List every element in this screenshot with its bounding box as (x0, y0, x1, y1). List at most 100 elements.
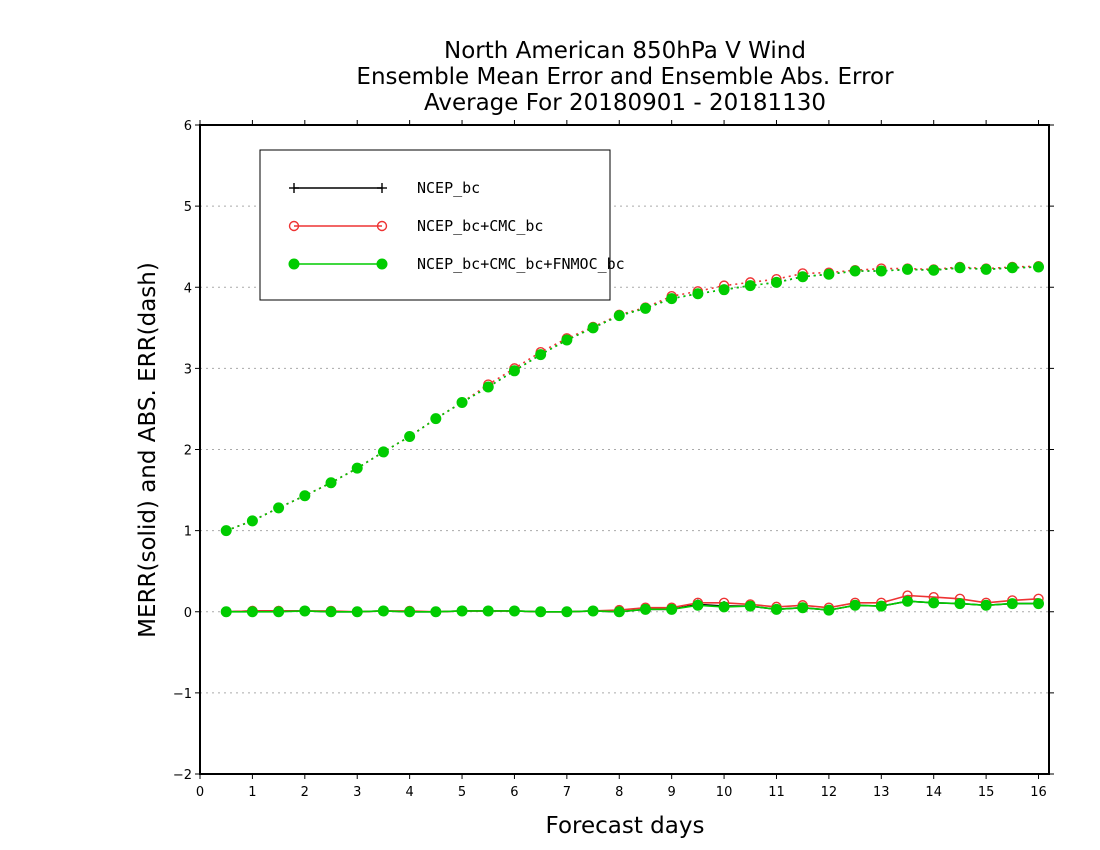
abs-error-point (561, 334, 573, 346)
abs-error-point (508, 365, 520, 377)
y-tick-label: 6 (184, 119, 192, 134)
abs-error-point (770, 276, 782, 288)
y-axis-title: MERR(solid) and ABS. ERR(dash) (135, 262, 161, 638)
legend: NCEP_bc NCEP_bc+CMC_bc NCEP_bc+CMC_bc+FNMO… (259, 149, 625, 301)
mean-error-point (377, 605, 389, 617)
mean-error-point (692, 599, 704, 611)
plot-series (220, 260, 1045, 618)
x-tick-label: 1 (248, 785, 256, 800)
abs-error-point (902, 263, 913, 275)
abs-error-point (823, 268, 835, 280)
plot-frame (199, 124, 1050, 775)
x-tick-label: 2 (301, 785, 309, 800)
x-tick-label: 4 (405, 785, 413, 800)
abs-error-point (246, 515, 258, 527)
x-tick-label: 11 (768, 785, 785, 800)
abs-error-point (404, 431, 416, 443)
mean-error-point (902, 595, 913, 607)
y-tick-label: 4 (184, 281, 192, 296)
abs-error-point (273, 502, 285, 514)
abs-error-point (797, 271, 809, 283)
x-tick-label: 0 (196, 785, 204, 800)
abs-error-point (587, 322, 599, 334)
mean-error-line (226, 600, 1039, 613)
abs-error-point (430, 413, 442, 425)
x-tick-label: 16 (1030, 785, 1047, 800)
legend-marker (288, 220, 300, 232)
legend-marker (377, 183, 387, 193)
abs-error-point (875, 265, 887, 277)
mean-error-point (613, 606, 625, 618)
mean-error-point (797, 602, 809, 614)
legend-marker (376, 258, 388, 270)
legend-box (259, 149, 611, 301)
x-tick-label: 9 (668, 785, 676, 800)
abs-error-point (377, 446, 389, 458)
abs-error-point (718, 284, 730, 296)
mean-error-point (1033, 598, 1045, 610)
abs-error-point (351, 462, 363, 474)
mean-error-point (770, 603, 782, 615)
x-tick-label: 5 (458, 785, 466, 800)
mean-error-point (325, 606, 337, 618)
x-tick-label: 14 (925, 785, 942, 800)
mean-error-point (980, 599, 992, 611)
abs-error-point (325, 477, 337, 489)
mean-error-point (561, 606, 573, 618)
x-tick-label: 3 (353, 785, 361, 800)
series-2 (221, 260, 1044, 617)
mean-error-point (639, 603, 651, 615)
legend-marker (289, 183, 299, 193)
abs-error-point (456, 396, 468, 408)
mean-error-point (351, 606, 363, 618)
x-tick-label: 15 (978, 785, 995, 800)
mean-error-point (220, 606, 232, 618)
y-tick-label: 3 (184, 362, 192, 377)
x-tick-label: 6 (510, 785, 518, 800)
legend-label: NCEP_bc (417, 179, 480, 197)
abs-error-point (744, 280, 756, 292)
mean-error-point (456, 605, 468, 617)
mean-error-point (535, 606, 547, 618)
abs-error-point (849, 265, 861, 277)
mean-error-point (404, 606, 416, 618)
legend-marker (376, 220, 388, 232)
y-tick-label: 0 (184, 606, 192, 621)
y-tick-label: 1 (184, 525, 192, 540)
x-tick-label: 8 (615, 785, 623, 800)
mean-error-point (875, 600, 887, 612)
abs-error-point (299, 490, 311, 502)
abs-error-point (482, 381, 494, 393)
abs-error-point (220, 525, 232, 537)
y-tick-label: 2 (184, 444, 192, 459)
abs-error-point (980, 263, 992, 275)
mean-error-point (430, 606, 442, 618)
abs-error-point (692, 288, 704, 300)
y-tick-label: 5 (184, 200, 192, 215)
y-tick-label: −2 (173, 768, 192, 783)
abs-error-point (1006, 262, 1018, 274)
x-tick-label: 10 (716, 785, 733, 800)
mean-error-line (226, 594, 1039, 613)
chart-title: North American 850hPa V Wind Ensemble Me… (356, 38, 894, 116)
mean-error-point (299, 605, 311, 617)
mean-error-point (273, 606, 285, 618)
x-tick-label: 12 (821, 785, 838, 800)
mean-error-point (508, 605, 520, 617)
legend-label: NCEP_bc+CMC_bc+FNMOC_bc (417, 255, 625, 273)
abs-error-line (225, 265, 1039, 532)
abs-error-point (954, 262, 966, 274)
legend-marker (288, 258, 300, 270)
legend-label: NCEP_bc+CMC_bc (417, 217, 543, 235)
abs-error-line (225, 266, 1039, 532)
abs-error-point (666, 293, 678, 305)
chart-title-line-3: Average For 20180901 - 20181130 (424, 90, 826, 116)
x-tick-label: 7 (563, 785, 571, 800)
abs-error-point (535, 349, 547, 361)
mean-error-point (666, 603, 678, 615)
mean-error-point (1006, 598, 1018, 610)
x-axis-title: Forecast days (546, 813, 705, 839)
mean-error-point (928, 597, 940, 609)
